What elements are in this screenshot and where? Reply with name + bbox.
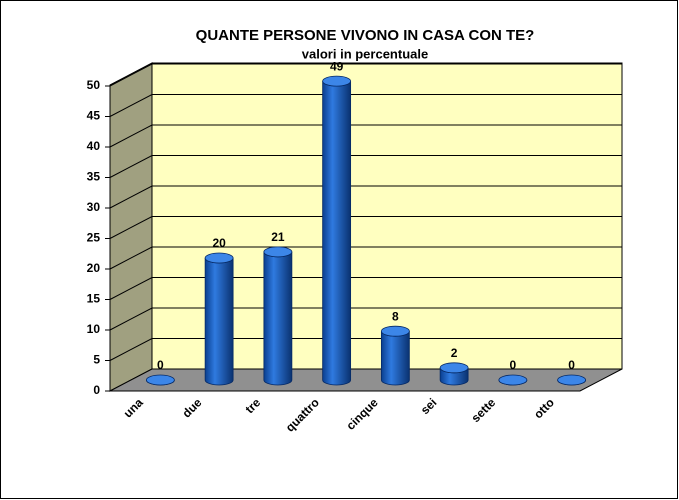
cylinder-top (557, 374, 587, 386)
grid-line (109, 94, 622, 117)
data-label: 20 (212, 236, 226, 250)
data-label: 49 (330, 59, 344, 73)
cylinder (263, 251, 293, 386)
cylinder-top (263, 246, 293, 258)
grid-line (109, 216, 622, 239)
cylinder-top (204, 252, 234, 264)
y-tick-label: 10 (87, 322, 101, 336)
cylinder (380, 331, 410, 386)
data-label: 0 (157, 358, 164, 372)
y-tick-label: 25 (87, 231, 101, 245)
y-tick-label: 15 (87, 292, 101, 306)
cylinder (322, 81, 352, 386)
cylinder-top (439, 362, 469, 374)
chart-title: QUANTE PERSONE VIVONO IN CASA CON TE? (196, 27, 535, 44)
grid-line (109, 307, 622, 331)
grid-line (109, 124, 622, 148)
y-tick-label: 20 (87, 261, 101, 275)
data-label: 0 (568, 358, 575, 372)
grid-line (109, 185, 622, 209)
y-tick-label: 35 (87, 170, 101, 184)
cylinder-top (380, 325, 410, 337)
grid-line (109, 246, 622, 270)
grid-line (109, 63, 622, 87)
floor (109, 368, 623, 392)
cylinder-top (145, 374, 175, 386)
grid-line (109, 277, 622, 300)
data-label: 0 (510, 358, 517, 372)
cylinder (204, 257, 234, 386)
y-tick-label: 0 (93, 383, 100, 397)
y-tick-label: 40 (87, 139, 101, 153)
y-tick-label: 5 (93, 353, 100, 367)
data-label: 8 (392, 309, 399, 323)
grid-line (109, 338, 622, 361)
chart-subtitle: valori in percentuale (302, 46, 428, 61)
y-tick-label: 50 (87, 78, 101, 92)
y-tick-label: 45 (87, 109, 101, 123)
data-label: 21 (271, 230, 285, 244)
y-tick-label: 30 (87, 200, 101, 214)
cylinder-top (498, 374, 528, 386)
grid-line (109, 155, 622, 178)
cylinder-top (322, 75, 352, 87)
data-label: 2 (451, 346, 458, 360)
